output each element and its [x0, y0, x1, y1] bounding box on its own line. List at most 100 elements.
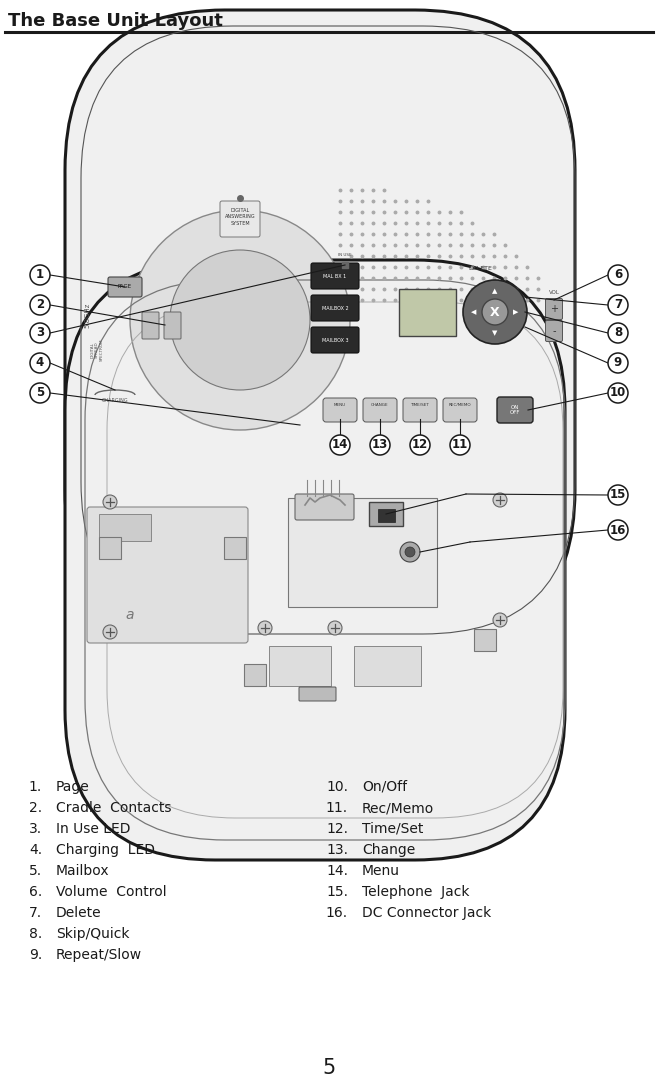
Text: 4.: 4. [29, 843, 42, 857]
FancyBboxPatch shape [403, 398, 437, 422]
Text: REC/MEMO: REC/MEMO [449, 403, 471, 407]
Text: Delete: Delete [56, 906, 101, 920]
Text: On/Off: On/Off [362, 780, 407, 794]
Text: The Base Unit Layout: The Base Unit Layout [8, 12, 223, 31]
Circle shape [258, 621, 272, 635]
FancyBboxPatch shape [311, 263, 359, 289]
Circle shape [30, 295, 50, 315]
Text: 15: 15 [610, 488, 626, 501]
Text: 4: 4 [36, 356, 44, 370]
Circle shape [493, 613, 507, 627]
Text: Page: Page [56, 780, 89, 794]
Circle shape [103, 495, 117, 509]
Circle shape [608, 520, 628, 540]
Text: Volume  Control: Volume Control [56, 885, 166, 899]
Circle shape [328, 621, 342, 635]
FancyBboxPatch shape [108, 277, 142, 296]
Text: 13: 13 [372, 438, 388, 451]
Text: a: a [126, 608, 134, 622]
Circle shape [608, 383, 628, 403]
FancyBboxPatch shape [399, 289, 456, 336]
FancyBboxPatch shape [363, 398, 397, 422]
Circle shape [30, 323, 50, 343]
Text: 8.: 8. [29, 926, 42, 941]
Text: MENU: MENU [334, 403, 346, 407]
Circle shape [405, 547, 415, 557]
Circle shape [370, 435, 390, 455]
Text: ◀: ◀ [471, 308, 476, 315]
Circle shape [608, 265, 628, 284]
FancyBboxPatch shape [142, 312, 159, 339]
Text: CHARGING: CHARGING [102, 398, 128, 403]
Text: MAILBOX 2: MAILBOX 2 [322, 305, 348, 311]
FancyBboxPatch shape [299, 687, 336, 701]
Circle shape [482, 299, 508, 325]
Circle shape [130, 210, 350, 429]
FancyBboxPatch shape [323, 398, 357, 422]
Text: Rec/Memo: Rec/Memo [362, 801, 434, 815]
Text: 6.: 6. [29, 885, 42, 899]
Circle shape [608, 295, 628, 315]
FancyBboxPatch shape [65, 261, 565, 860]
Text: ON
OFF: ON OFF [510, 404, 520, 415]
Text: DIGITAL
SPREAD
SPECTRUM: DIGITAL SPREAD SPECTRUM [91, 339, 103, 361]
Text: 5.8GHz: 5.8GHz [84, 302, 90, 328]
FancyBboxPatch shape [311, 327, 359, 353]
Text: 7.: 7. [29, 906, 42, 920]
Text: 2.: 2. [29, 801, 42, 815]
Text: Time/Set: Time/Set [362, 822, 423, 836]
Text: In Use LED: In Use LED [56, 822, 130, 836]
Text: Change: Change [362, 843, 415, 857]
Circle shape [463, 280, 527, 344]
FancyBboxPatch shape [354, 646, 421, 686]
Text: Cradle  Contacts: Cradle Contacts [56, 801, 172, 815]
Text: 10: 10 [610, 387, 626, 400]
FancyBboxPatch shape [369, 502, 403, 526]
Circle shape [30, 383, 50, 403]
Circle shape [400, 542, 420, 562]
Text: 9.: 9. [29, 948, 42, 962]
Circle shape [410, 435, 430, 455]
FancyBboxPatch shape [288, 498, 437, 607]
Text: X: X [490, 305, 500, 318]
FancyBboxPatch shape [497, 397, 533, 423]
FancyBboxPatch shape [65, 10, 575, 650]
Text: 5: 5 [322, 1058, 336, 1078]
Text: IN USE: IN USE [338, 253, 352, 257]
Text: 13.: 13. [326, 843, 348, 857]
Text: -: - [552, 326, 556, 336]
Text: VOL: VOL [549, 290, 559, 294]
Text: Mailbox: Mailbox [56, 864, 110, 879]
Text: CHANGE: CHANGE [371, 403, 389, 407]
Circle shape [30, 265, 50, 284]
FancyBboxPatch shape [164, 312, 181, 339]
Text: 11.: 11. [326, 801, 348, 815]
FancyBboxPatch shape [443, 398, 477, 422]
Text: +: + [550, 304, 558, 314]
Circle shape [608, 353, 628, 373]
Circle shape [330, 435, 350, 455]
Text: 5.: 5. [29, 864, 42, 879]
FancyBboxPatch shape [87, 507, 248, 643]
Text: 3.: 3. [29, 822, 42, 836]
Text: DIGITAL
ANSWERING
SYSTEM: DIGITAL ANSWERING SYSTEM [224, 208, 255, 226]
Text: 3: 3 [36, 327, 44, 339]
Text: 14: 14 [332, 438, 348, 451]
Text: 12.: 12. [326, 822, 348, 836]
FancyBboxPatch shape [295, 494, 354, 520]
Circle shape [30, 353, 50, 373]
FancyBboxPatch shape [474, 629, 496, 651]
FancyBboxPatch shape [244, 664, 266, 686]
Circle shape [450, 435, 470, 455]
Text: 14.: 14. [326, 864, 348, 879]
Text: 6: 6 [614, 268, 622, 281]
FancyBboxPatch shape [269, 646, 331, 686]
Text: 5: 5 [36, 387, 44, 400]
FancyBboxPatch shape [311, 295, 359, 320]
Text: Telephone  Jack: Telephone Jack [362, 885, 470, 899]
Text: ▲: ▲ [492, 288, 497, 294]
FancyBboxPatch shape [99, 514, 151, 541]
Text: Menu: Menu [362, 864, 400, 879]
Text: ▶: ▶ [513, 308, 519, 315]
FancyBboxPatch shape [545, 320, 563, 341]
